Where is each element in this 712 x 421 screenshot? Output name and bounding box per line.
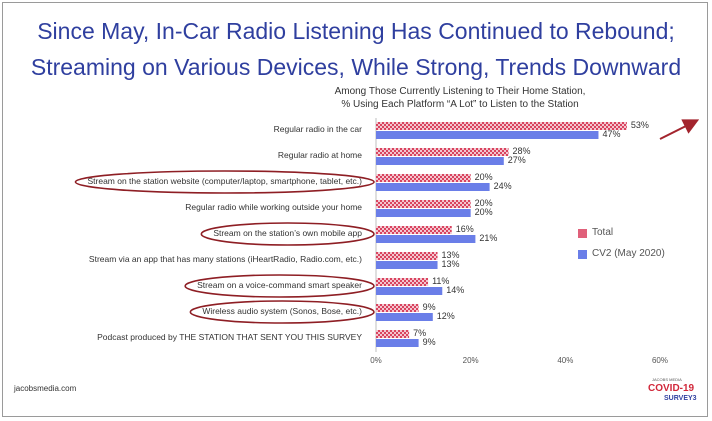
bar-total <box>376 330 410 338</box>
value-label-cv2: 20% <box>474 207 493 217</box>
highlight-ellipse <box>200 222 375 246</box>
bar-cv2 <box>376 157 504 165</box>
logo-main: COVID-19 <box>648 383 695 394</box>
category-label: Stream on the station’s own mobile app <box>213 228 362 238</box>
bar-cv2 <box>376 261 438 269</box>
category-label: Stream on the station website (computer/… <box>87 176 362 186</box>
category-label: Regular radio in the car <box>273 124 362 134</box>
logo-top: JACOBS MEDIA <box>652 377 682 382</box>
value-label-total: 28% <box>512 146 531 156</box>
category-label: Podcast produced by THE STATION THAT SEN… <box>97 332 362 342</box>
chart-subtitle-line2: % Using Each Platform “A Lot” to Listen … <box>341 99 579 110</box>
value-label-cv2: 24% <box>493 181 512 191</box>
value-label-cv2: 13% <box>441 259 460 269</box>
bar-cv2 <box>376 287 443 295</box>
bar-cv2 <box>376 313 433 321</box>
x-tick-label: 60% <box>651 356 668 365</box>
bar-cv2 <box>376 235 476 243</box>
upward-arrow-icon <box>659 119 700 140</box>
category-label: Regular radio while working outside your… <box>185 202 362 212</box>
value-label-total: 11% <box>432 276 450 286</box>
legend-swatch-cv2 <box>578 250 587 259</box>
category-label: Stream via an app that has many stations… <box>88 254 362 264</box>
x-tick-label: 20% <box>462 356 479 365</box>
bar-cv2 <box>376 339 419 347</box>
highlight-ellipse <box>189 300 375 324</box>
x-tick-label: 40% <box>557 356 574 365</box>
bar-total <box>376 148 509 156</box>
x-tick-label: 0% <box>370 356 382 365</box>
logo-sub: SURVEY3 <box>664 395 697 402</box>
bar-total <box>376 304 419 312</box>
category-label: Wireless audio system (Sonos, Bose, etc.… <box>202 306 362 316</box>
bar-total <box>376 226 452 234</box>
value-label-cv2: 27% <box>507 155 526 165</box>
category-label: Stream on a voice-command smart speaker <box>197 280 362 290</box>
value-label-cv2: 47% <box>602 129 621 139</box>
bar-cv2 <box>376 131 599 139</box>
bar-total <box>376 200 471 208</box>
chart-subtitle-line1: Among Those Currently Listening to Their… <box>334 86 586 97</box>
value-label-total: 20% <box>474 198 493 208</box>
legend-swatch-total <box>578 229 587 238</box>
legend-cv2: CV2 (May 2020) <box>592 248 665 259</box>
highlight-ellipse <box>184 274 375 298</box>
value-label-cv2: 14% <box>446 285 465 295</box>
value-label-total: 9% <box>422 302 436 312</box>
bar-cv2 <box>376 183 490 191</box>
bar-cv2 <box>376 209 471 217</box>
bar-total <box>376 278 429 286</box>
bar-total <box>376 252 438 260</box>
bar-total <box>376 122 627 130</box>
value-label-total: 20% <box>474 172 493 182</box>
value-label-total: 16% <box>455 224 474 234</box>
category-label: Regular radio at home <box>277 150 362 160</box>
footer-url: jacobsmedia.com <box>14 384 77 393</box>
slide-frame <box>2 2 708 417</box>
chart-title-line1: Since May, In-Car Radio Listening Has Co… <box>37 18 675 44</box>
value-label-cv2: 12% <box>436 311 455 321</box>
legend-total: Total <box>592 227 614 238</box>
value-label-total: 53% <box>630 120 649 130</box>
value-label-total: 13% <box>441 250 460 260</box>
chart-title-line2: Streaming on Various Devices, While Stro… <box>30 54 682 80</box>
value-label-cv2: 9% <box>422 337 436 347</box>
value-label-total: 7% <box>413 328 427 338</box>
value-label-cv2: 21% <box>479 233 498 243</box>
bar-total <box>376 174 471 182</box>
highlight-ellipse <box>74 170 375 194</box>
covid-survey-logo: JACOBS MEDIA COVID-19 SURVEY3 <box>648 377 697 402</box>
